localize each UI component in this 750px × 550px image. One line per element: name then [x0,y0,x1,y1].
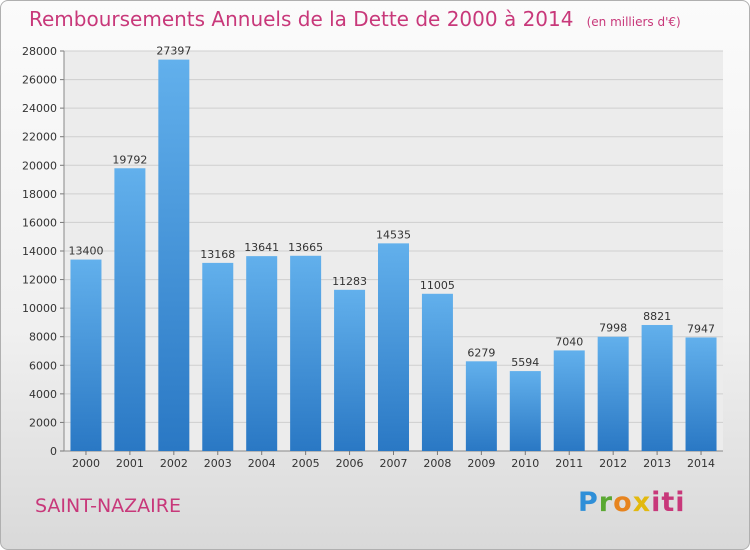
data-label: 7998 [599,322,627,335]
bar [70,259,102,451]
bar [334,289,366,451]
data-label: 7040 [555,335,583,348]
y-tick-label: 8000 [29,331,57,344]
data-label: 8821 [643,310,671,323]
y-tick-label: 24000 [22,102,57,115]
bar [597,336,629,451]
x-tick-label: 2011 [555,457,583,470]
x-tick-label: 2001 [116,457,144,470]
y-tick-label: 16000 [22,216,57,229]
chart-title-text: Remboursements Annuels de la Dette de 20… [29,7,574,31]
y-tick-label: 22000 [22,131,57,144]
y-tick-label: 10000 [22,302,57,315]
bar [553,350,585,451]
bar [421,293,453,451]
data-label: 27397 [156,45,191,58]
bar [246,256,278,451]
y-tick-label: 12000 [22,274,57,287]
proxiti-logo: Proxiti [578,487,686,518]
x-tick-label: 2002 [160,457,188,470]
y-tick-label: 20000 [22,159,57,172]
data-label: 5594 [511,356,539,369]
bar [290,255,322,451]
data-label: 13400 [68,245,103,258]
bar [202,262,234,451]
data-label: 13641 [244,241,279,254]
x-tick-label: 2007 [380,457,408,470]
bar [685,337,717,451]
y-tick-label: 26000 [22,74,57,87]
x-tick-label: 2012 [599,457,627,470]
y-tick-label: 2000 [29,416,57,429]
bar [641,324,673,451]
data-label: 13168 [200,248,235,261]
x-tick-label: 2009 [467,457,495,470]
y-tick-label: 6000 [29,359,57,372]
x-tick-label: 2006 [336,457,364,470]
chart-title: Remboursements Annuels de la Dette de 20… [29,7,681,31]
data-label: 14535 [376,228,411,241]
y-tick-label: 14000 [22,245,57,258]
data-label: 7947 [687,322,715,335]
data-label: 19792 [112,153,147,166]
x-tick-label: 2005 [292,457,320,470]
city-name: SAINT-NAZAIRE [35,495,181,517]
x-tick-label: 2010 [511,457,539,470]
data-label: 6279 [467,346,495,359]
x-tick-label: 2008 [423,457,451,470]
bar [509,371,541,451]
chart-unit-note: (en milliers d'€) [586,15,681,29]
x-tick-label: 2003 [204,457,232,470]
x-tick-label: 2000 [72,457,100,470]
data-label: 11005 [420,279,455,292]
bar [158,59,190,451]
y-tick-label: 28000 [22,45,57,58]
bar [114,168,146,451]
x-tick-label: 2004 [248,457,276,470]
x-tick-label: 2014 [687,457,715,470]
y-tick-label: 0 [50,445,57,458]
x-tick-label: 2013 [643,457,671,470]
bar [465,361,497,451]
y-tick-label: 18000 [22,188,57,201]
y-tick-label: 4000 [29,388,57,401]
data-label: 11283 [332,275,367,288]
bar [378,243,409,451]
data-label: 13665 [288,241,323,254]
